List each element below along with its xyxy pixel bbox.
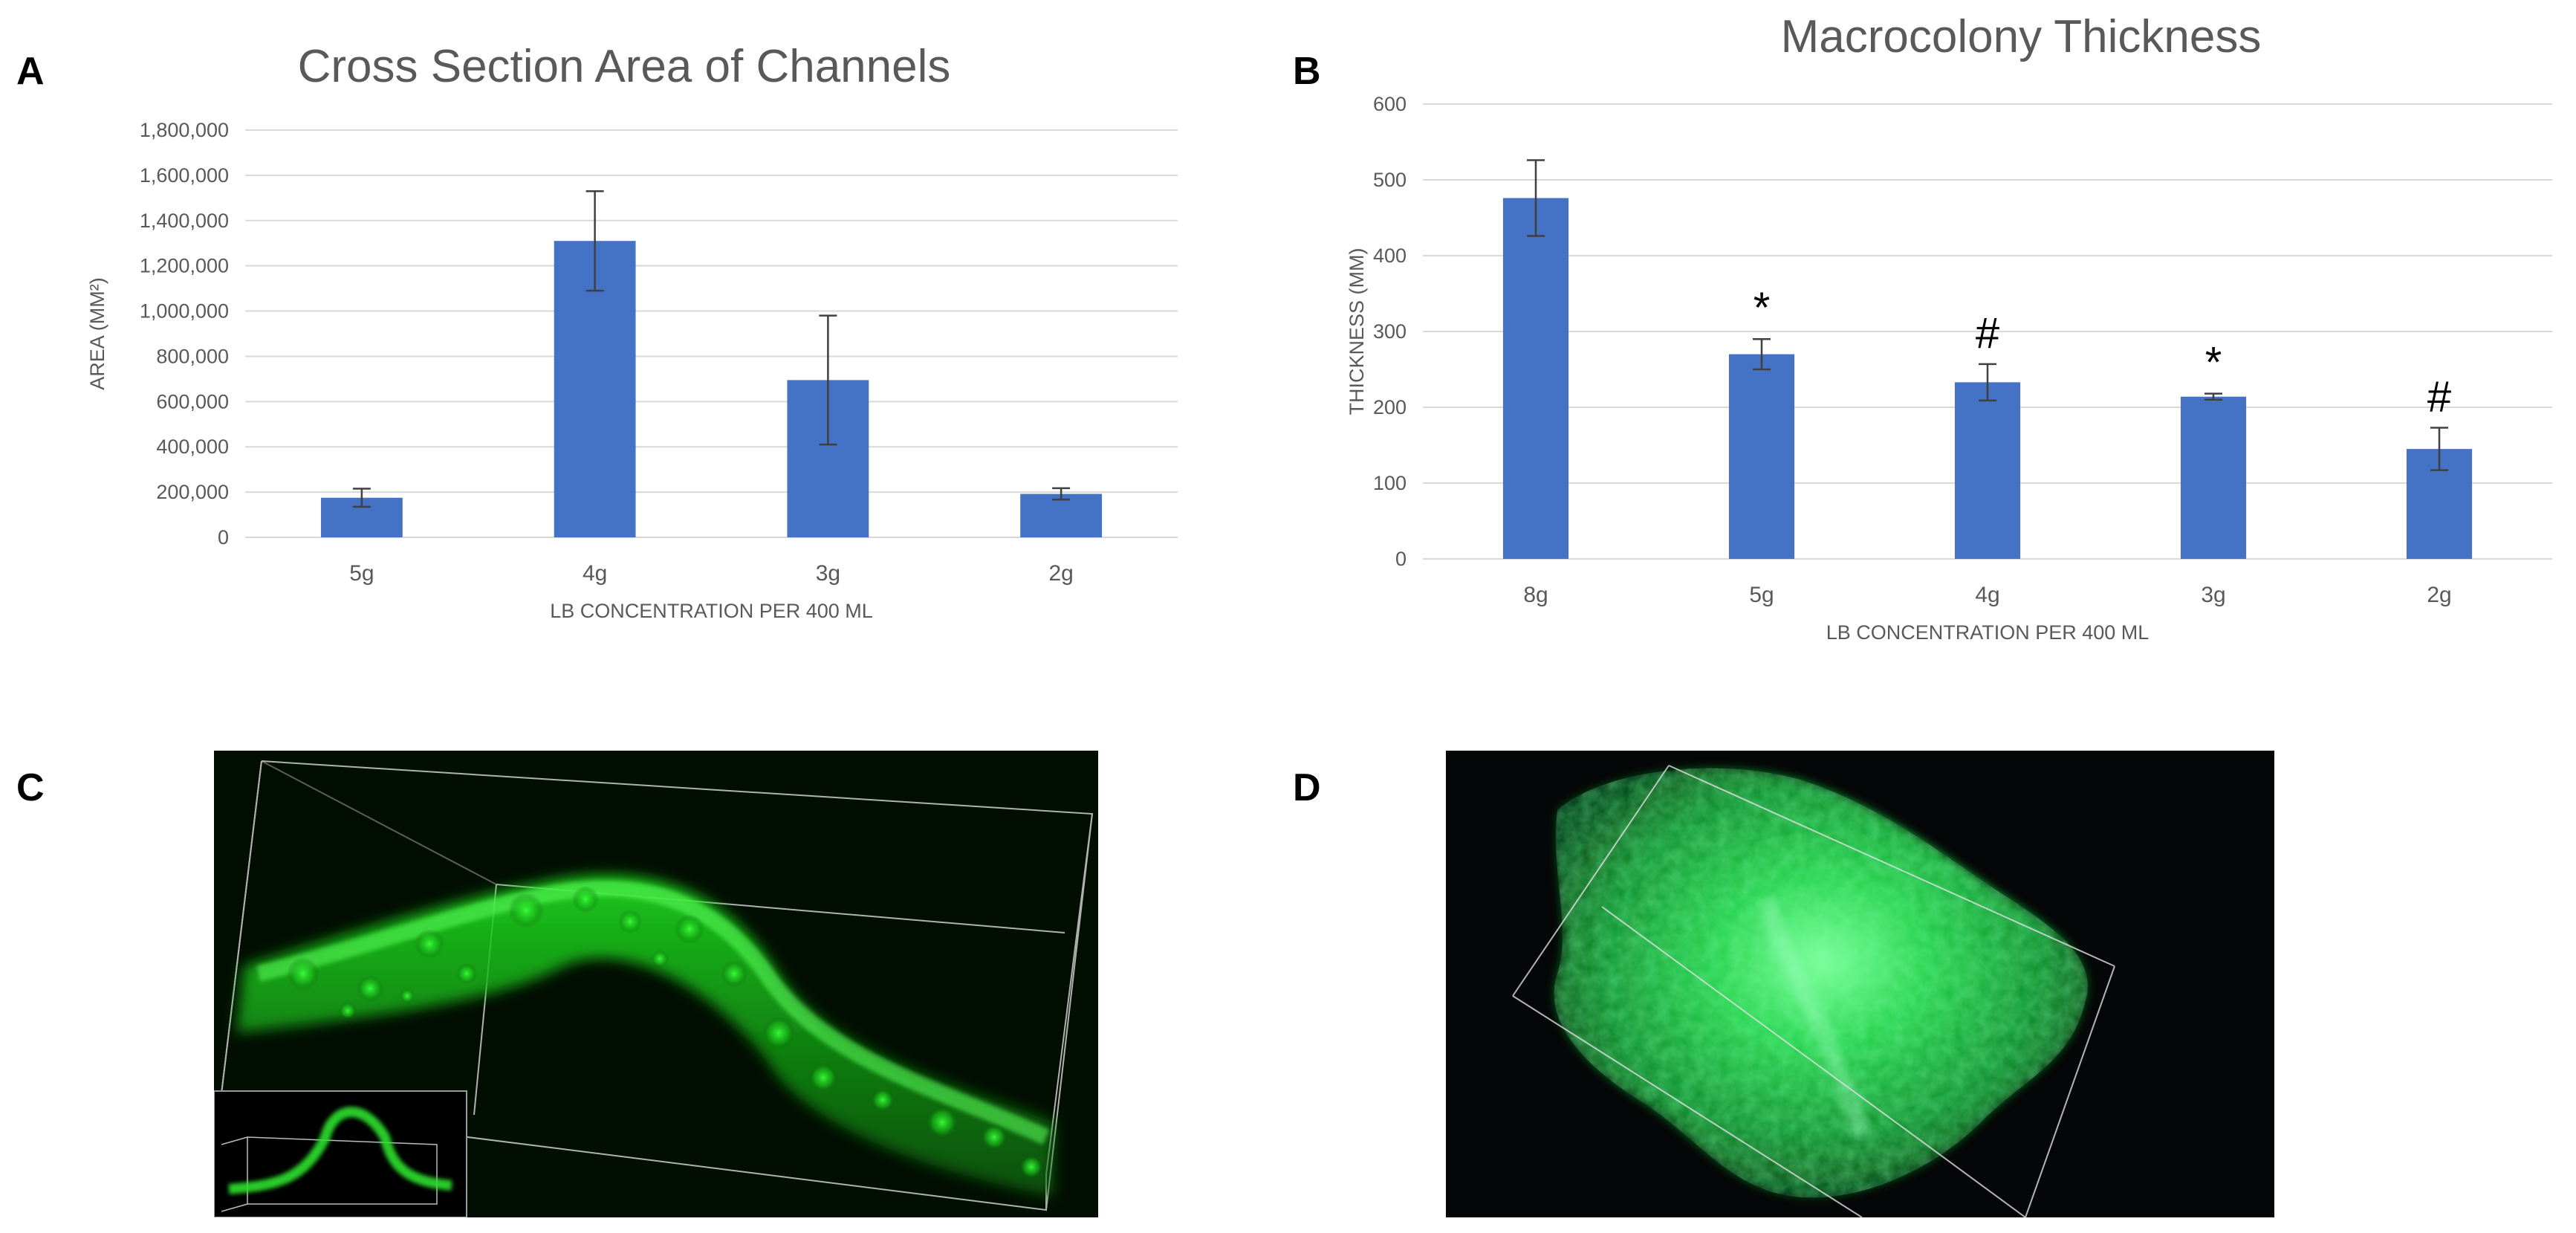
y-tick-label: 1,400,000	[140, 210, 229, 232]
y-tick-label: 500	[1373, 169, 1407, 191]
x-tick-label: 8g	[1523, 583, 1548, 607]
panel-label-d: D	[1293, 766, 1321, 809]
bar-4g	[1954, 382, 2021, 559]
y-tick-label: 600	[1373, 93, 1407, 115]
y-tick-label: 600,000	[156, 390, 229, 412]
x-tick-label: 3g	[816, 561, 840, 586]
panel-label-a: A	[16, 50, 45, 93]
y-tick-label: 1,000,000	[140, 300, 229, 323]
panel-label-b: B	[1293, 50, 1321, 93]
y-tick-label: 0	[218, 526, 229, 548]
bar-5g	[1728, 354, 1795, 559]
chart-title: Cross Section Area of Channels	[298, 41, 951, 92]
y-tick-label: 300	[1373, 320, 1407, 343]
x-tick-label: 2g	[2427, 583, 2451, 607]
significance-marker: #	[1976, 309, 1999, 357]
y-tick-label: 1,200,000	[140, 255, 229, 277]
y-tick-label: 1,800,000	[140, 119, 229, 141]
y-tick-label: 400	[1373, 245, 1407, 267]
bar-2g	[1020, 493, 1103, 537]
x-tick-label: 5g	[1749, 583, 1774, 607]
x-tick-label: 4g	[1975, 583, 1999, 607]
y-tick-label: 800,000	[156, 345, 229, 367]
chart-b-macrocolony-thickness: Macrocolony Thickness 0 100 200 300 400 500 600…	[1346, 11, 2552, 644]
chart-title: Macrocolony Thickness	[1781, 11, 2262, 62]
fluorescence-3d-arch-image	[214, 751, 1098, 1217]
x-tick-label: 3g	[2201, 583, 2225, 607]
x-axis-label: LB CONCENTRATION PER 400 ML	[550, 600, 873, 622]
y-tick-label: 100	[1373, 472, 1407, 494]
bar-3g	[2180, 396, 2247, 559]
x-tick-label: 4g	[583, 561, 607, 586]
y-axis-label: THICKNESS (MM)	[1346, 248, 1368, 415]
y-tick-label: 400,000	[156, 436, 229, 458]
y-tick-label: 200	[1373, 396, 1407, 418]
significance-marker: #	[2427, 373, 2451, 421]
y-tick-label: 0	[1395, 548, 1407, 570]
significance-marker: *	[1753, 284, 1771, 332]
y-axis-label: AREA (MM²)	[86, 277, 108, 390]
x-axis-label: LB CONCENTRATION PER 400 ML	[1826, 621, 2150, 644]
chart-a-cross-section-area: Cross Section Area of Channels 0 200,000 40…	[86, 41, 1178, 622]
bar-8g	[1502, 198, 1569, 559]
x-tick-label: 2g	[1048, 561, 1073, 586]
fluorescence-3d-macrocolony-image	[1446, 751, 2274, 1217]
y-tick-label: 1,600,000	[140, 164, 229, 187]
panel-label-c: C	[16, 766, 45, 809]
y-tick-label: 200,000	[156, 481, 229, 503]
x-tick-label: 5g	[349, 561, 374, 586]
significance-marker: *	[2205, 339, 2222, 387]
